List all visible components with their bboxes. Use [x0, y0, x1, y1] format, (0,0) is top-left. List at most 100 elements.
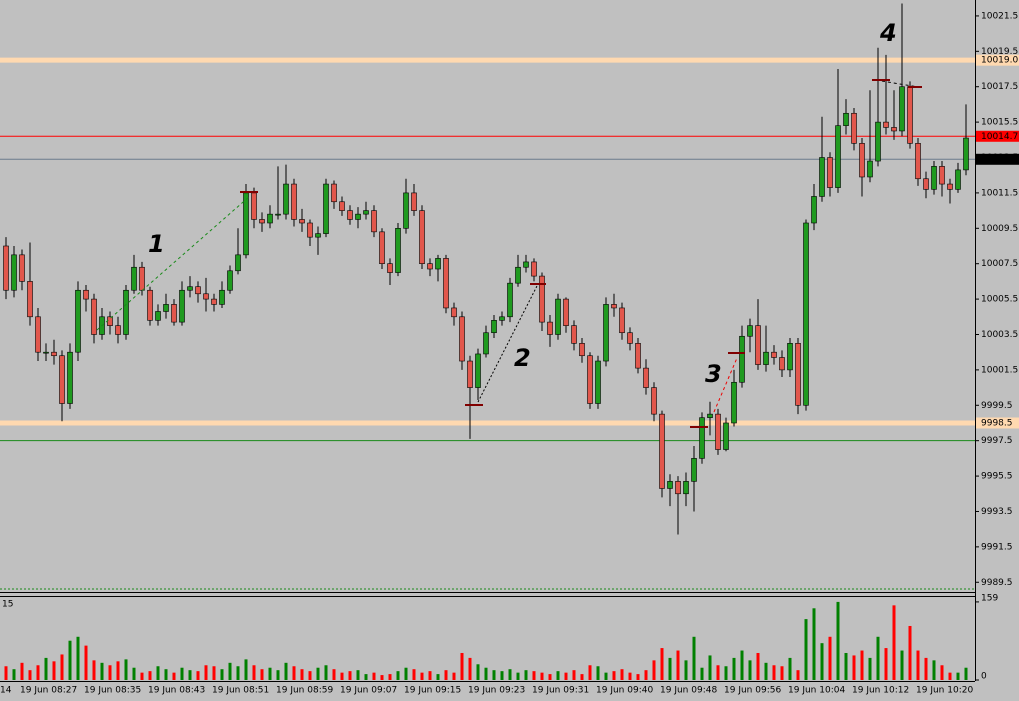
- volume-bar: [844, 652, 848, 680]
- price-tag: [976, 54, 1019, 66]
- y-tick-label: 159: [981, 593, 998, 603]
- volume-bar: [428, 671, 432, 680]
- candle-body: [827, 157, 833, 188]
- y-tick-label: 9995.5: [981, 472, 1013, 482]
- volume-bar: [660, 648, 664, 680]
- y-tick-label: 10021.5: [981, 11, 1018, 21]
- volume-bar: [628, 672, 632, 680]
- candle-body: [795, 343, 801, 406]
- candle-body: [571, 325, 577, 344]
- volume-bar: [652, 660, 656, 680]
- candle-body: [643, 367, 649, 388]
- volume-bar: [396, 671, 400, 680]
- candle-body: [315, 233, 321, 238]
- y-tick-label: 10015.5: [981, 118, 1018, 128]
- volume-bar: [276, 670, 280, 680]
- volume-bar: [188, 670, 192, 680]
- volume-bar: [820, 643, 824, 680]
- volume-bar: [468, 657, 472, 680]
- candle-body: [363, 210, 369, 215]
- candle-body: [131, 266, 137, 291]
- candle-body: [395, 228, 401, 273]
- volume-bar: [292, 666, 296, 680]
- candle-body: [323, 183, 329, 234]
- volume-bar: [348, 671, 352, 680]
- candle-body: [915, 143, 921, 180]
- volume-bar: [236, 666, 240, 680]
- volume-bar: [892, 605, 896, 680]
- candle-body: [763, 351, 769, 365]
- volume-bar: [532, 671, 536, 680]
- volume-bar: [372, 672, 376, 680]
- volume-bar: [460, 652, 464, 680]
- volume-bar: [700, 667, 704, 680]
- volume-bar: [884, 648, 888, 680]
- volume-bar: [116, 661, 120, 680]
- volume-bar: [932, 660, 936, 680]
- volume-bar: [180, 667, 184, 680]
- volume-bar: [172, 672, 176, 680]
- volume-bar: [868, 657, 872, 680]
- volume-bar: [852, 655, 856, 680]
- volume-bar: [436, 674, 440, 680]
- candle-body: [3, 245, 9, 291]
- volume-bar: [612, 671, 616, 680]
- candle-body: [691, 458, 697, 482]
- candle-body: [251, 192, 257, 220]
- x-tick-label: 19 Jun 09:48: [660, 686, 717, 696]
- volume-bar: [724, 666, 728, 680]
- candle-body: [443, 258, 449, 309]
- x-tick-label: 19 Jun 08:51: [212, 686, 269, 696]
- volume-bar: [476, 664, 480, 680]
- annotation: 2: [514, 344, 531, 372]
- volume-bar: [772, 665, 776, 680]
- volume-bar: [92, 660, 96, 680]
- volume-bar: [876, 636, 880, 680]
- candle-body: [291, 183, 297, 220]
- candle-body: [27, 281, 33, 318]
- volume-bar: [148, 671, 152, 680]
- candle-body: [603, 304, 609, 362]
- volume-bar: [28, 670, 32, 680]
- volume-bar: [804, 619, 808, 680]
- x-tick-label: 19 Jun 08:59: [276, 686, 333, 696]
- volume-bar: [540, 672, 544, 680]
- volume-bar: [948, 672, 952, 680]
- candle-body: [755, 325, 761, 365]
- candle-body: [555, 298, 561, 335]
- volume-bar: [332, 669, 336, 680]
- volume-bar: [204, 665, 208, 680]
- candle-body: [347, 210, 353, 220]
- candle-body: [155, 311, 161, 321]
- candle-body: [283, 183, 289, 215]
- candle-body: [171, 304, 177, 323]
- price-tag: [976, 153, 1019, 165]
- annotation: 1: [148, 230, 165, 258]
- candle-body: [499, 316, 505, 321]
- volume-bar: [940, 665, 944, 680]
- volume-bar: [268, 667, 272, 680]
- volume-bar: [508, 669, 512, 680]
- candle-body: [723, 422, 729, 450]
- candle-body: [475, 353, 481, 388]
- volume-bar: [716, 665, 720, 680]
- candle-body: [219, 289, 225, 305]
- candle-body: [531, 261, 537, 277]
- candle-body: [235, 254, 241, 272]
- candle-body: [931, 166, 937, 190]
- volume-bar: [60, 654, 64, 680]
- candle-body: [379, 231, 385, 265]
- volume-bar: [780, 666, 784, 680]
- price-tag-label: 10014.7: [981, 132, 1018, 142]
- volume-bar: [196, 671, 200, 680]
- price-tag-label: 10013.4: [981, 155, 1018, 165]
- candle-body: [651, 387, 657, 415]
- volume-bar: [124, 659, 128, 680]
- volume-bar: [756, 652, 760, 680]
- volume-bar: [220, 669, 224, 680]
- y-tick-label: 9989.5: [981, 578, 1013, 588]
- volume-bar: [692, 636, 696, 680]
- candle-body: [779, 357, 785, 371]
- volume-bar: [420, 672, 424, 680]
